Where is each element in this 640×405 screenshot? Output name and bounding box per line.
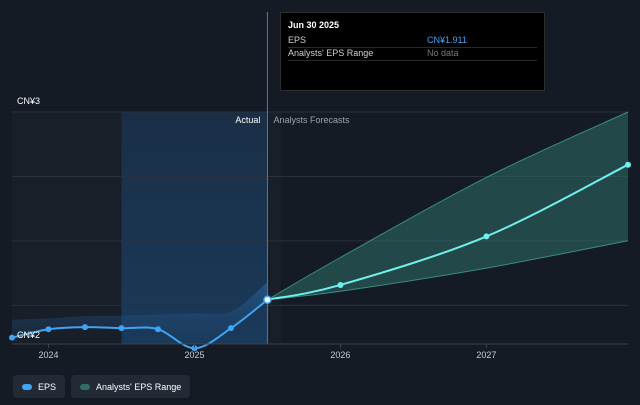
x-tick-label: 2026 xyxy=(330,350,350,360)
eps-point[interactable] xyxy=(227,325,234,332)
legend-eps[interactable]: EPS xyxy=(13,375,66,398)
range-lower-edge xyxy=(267,240,629,301)
x-tick-label: 2024 xyxy=(38,350,58,360)
y-tick-label: CN¥3 xyxy=(17,96,40,106)
analysts-eps-range-area xyxy=(267,112,628,300)
tooltip-range-value: No data xyxy=(427,48,459,58)
legend-eps-label: EPS xyxy=(38,381,57,392)
data-points xyxy=(9,161,631,352)
eps-point[interactable] xyxy=(191,345,198,352)
eps-point[interactable] xyxy=(9,334,15,341)
range-dot-icon xyxy=(80,383,91,390)
eps-point[interactable] xyxy=(118,325,125,332)
eps-dot-icon xyxy=(22,383,32,390)
past-eps-band xyxy=(12,282,268,349)
hover-tooltip: Jun 30 2025 EPS CN¥1.911 Analysts' EPS R… xyxy=(280,12,545,91)
forecast-point[interactable] xyxy=(483,233,490,240)
legend: EPS Analysts' EPS Range xyxy=(13,375,191,398)
forecast-label: Analysts Forecasts xyxy=(273,115,350,125)
actual-label: Actual xyxy=(235,115,260,125)
tooltip-row-eps: EPS CN¥1.911 xyxy=(288,34,537,48)
tooltip-range-label: Analysts' EPS Range xyxy=(288,48,374,58)
tooltip-eps-label: EPS xyxy=(288,35,307,45)
forecast-point[interactable] xyxy=(625,161,631,168)
x-tick-label: 2025 xyxy=(184,350,204,360)
forecast-line xyxy=(267,163,629,301)
forecast-point[interactable] xyxy=(337,281,344,288)
eps-line xyxy=(11,298,269,350)
x-tick-label: 2027 xyxy=(476,350,496,360)
y-tick-labels: CN¥3 CN¥2 xyxy=(17,96,40,340)
legend-range-label: Analysts' EPS Range xyxy=(96,381,182,392)
tooltip-date: Jun 30 2025 xyxy=(288,20,340,30)
y-tick-label: CN¥2 xyxy=(17,330,40,340)
legend-range[interactable]: Analysts' EPS Range xyxy=(71,375,191,398)
x-tick-labels: 2024 2025 2026 2027 xyxy=(38,344,496,360)
eps-point[interactable] xyxy=(81,324,88,331)
eps-point[interactable] xyxy=(263,295,272,304)
eps-point[interactable] xyxy=(45,326,52,333)
range-upper-edge xyxy=(267,111,629,301)
tooltip-eps-value: CN¥1.911 xyxy=(427,35,467,45)
eps-point[interactable] xyxy=(154,326,161,333)
tooltip-row-range: Analysts' EPS Range No data xyxy=(288,47,537,61)
